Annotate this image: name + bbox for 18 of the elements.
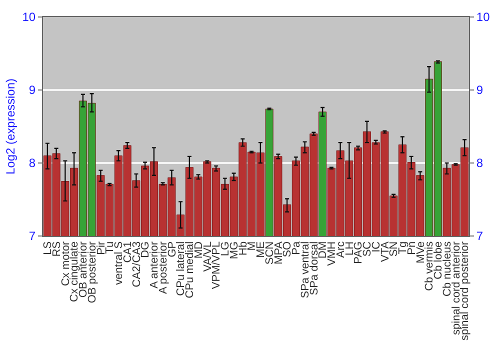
- x-tick-label: OB posterior: [86, 241, 98, 304]
- x-tick-label: Arc: [334, 240, 347, 258]
- x-tick-label: A posterior: [157, 241, 170, 294]
- y-axis-title: Log2 (expression): [4, 78, 18, 175]
- y2-tick-label: 9: [476, 83, 484, 98]
- x-tick-label: RS: [50, 241, 63, 257]
- y2-tick-label: 7: [476, 229, 484, 244]
- x-tick-label: Cb nucleus: [441, 240, 454, 296]
- y-tick-label: 7: [28, 229, 36, 244]
- y-tick-label: 10: [22, 10, 36, 24]
- x-tick-label: spinal cord posterior: [459, 241, 472, 340]
- y-tick-label: 9: [28, 83, 36, 98]
- y2-tick-label: 8: [476, 156, 484, 170]
- x-tick-label: Tg: [397, 241, 410, 254]
- x-tick-label: IC: [370, 241, 382, 252]
- y2-tick-label: 10: [476, 10, 490, 24]
- x-tick-label: SCN: [264, 241, 276, 265]
- y-tick-label: 8: [28, 156, 36, 170]
